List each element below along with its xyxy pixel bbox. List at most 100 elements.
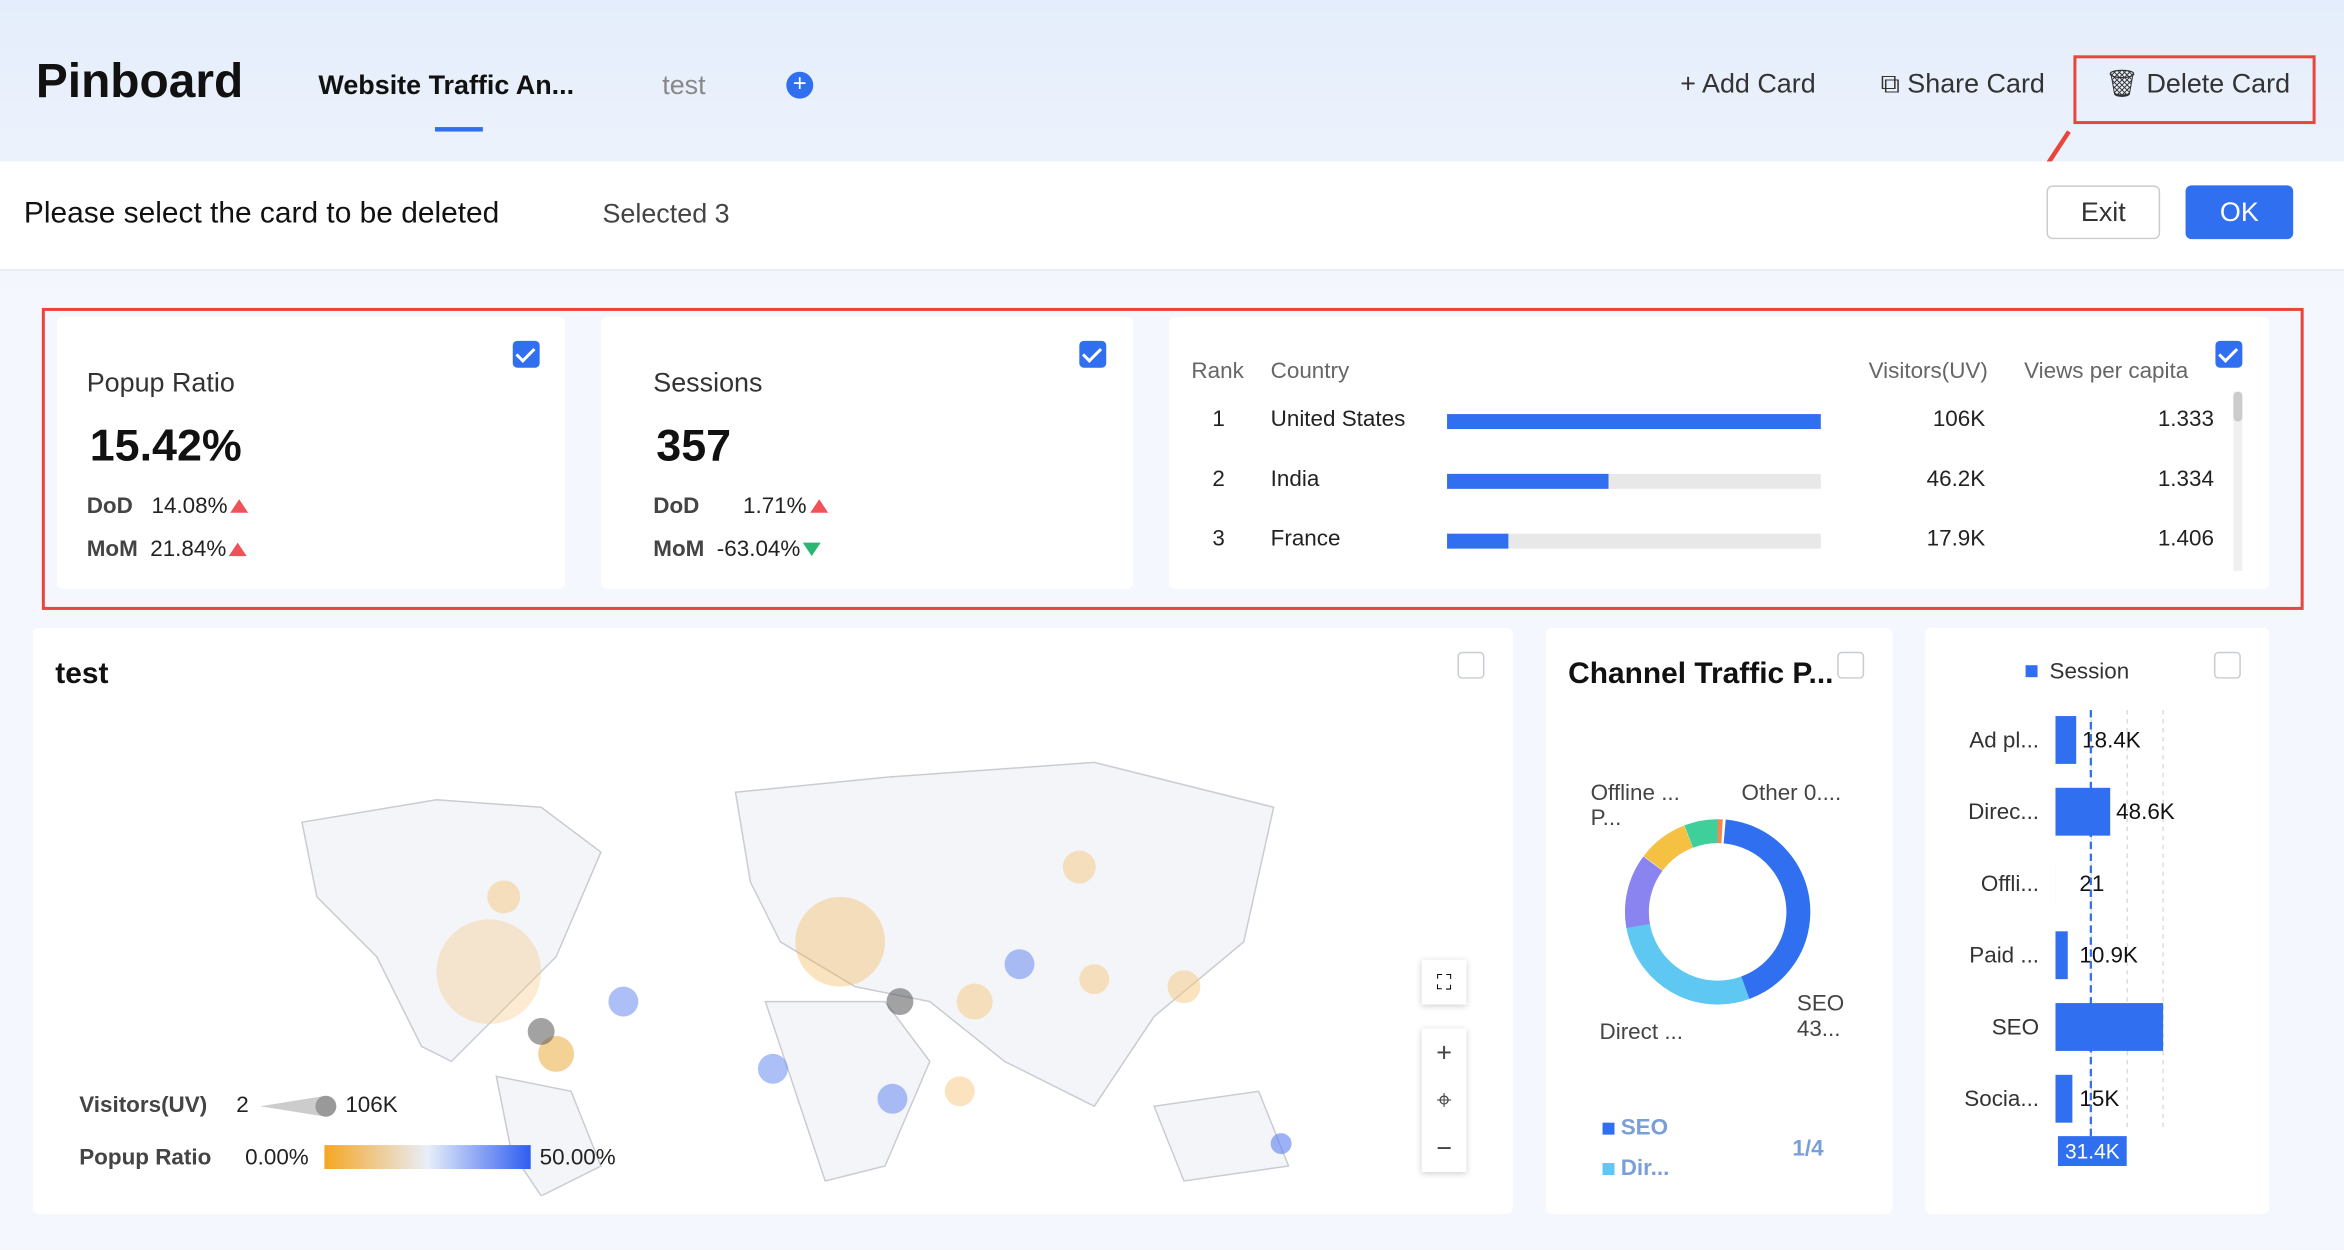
prompt: Please select the card to be deleted <box>23 197 500 231</box>
visitors: 17.9K <box>1926 526 1986 552</box>
scrollbar[interactable] <box>2233 391 2243 572</box>
checkbox[interactable] <box>2213 651 2241 679</box>
views-per-capita: 1.406 <box>2157 526 2214 552</box>
slice-label: Other 0.... <box>1741 780 1842 806</box>
visitors: 46.2K <box>1926 466 1986 492</box>
bar <box>1447 414 1821 430</box>
category-label: Direc... <box>1968 799 2039 824</box>
map-card: test ⛶ + ⌖ − Visitors(UV) 2 106K Popup Rat… <box>32 627 1513 1214</box>
rank: 2 <box>1212 466 1225 492</box>
tab[interactable]: test <box>662 70 706 101</box>
world-map <box>301 761 1292 1196</box>
share-card-button[interactable]: ⧉ Share Card <box>1880 68 2045 99</box>
donut-card: Channel Traffic P... Offline ... P... Oth… <box>1545 627 1893 1214</box>
checkbox[interactable] <box>1079 340 1107 368</box>
bar <box>2055 931 2068 980</box>
bar-track <box>1447 533 1821 549</box>
legend-min: 2 <box>236 1092 249 1119</box>
bar-track <box>1447 473 1821 489</box>
legend-item[interactable]: Dir... <box>1602 1156 1669 1181</box>
value-label: 15K <box>2079 1086 2119 1111</box>
delete-card-button[interactable]: 🗑 Delete Card <box>2104 68 2291 99</box>
metric-card: Popup Ratio 15.42% DoD 14.08% MoM 21.84% <box>56 316 566 589</box>
mom: MoM 21.84% <box>87 537 248 562</box>
size-legend <box>260 1095 337 1117</box>
color-legend <box>324 1145 531 1170</box>
column-header: Rank <box>1191 358 1244 385</box>
value-label: 95.6K <box>2181 1014 2240 1039</box>
bar <box>1447 533 1509 549</box>
highlight-box <box>2073 55 2316 125</box>
checkbox[interactable] <box>1837 651 1865 679</box>
slice-label: Direct ... <box>1599 1019 1684 1045</box>
rank: 1 <box>1212 406 1225 433</box>
bar <box>1447 473 1609 489</box>
legend-pager[interactable]: 1/4 <box>1792 1136 1824 1162</box>
bar <box>2055 1003 2164 1051</box>
mom: MoM -63.04% <box>653 536 822 563</box>
zoom-controls[interactable]: + ⌖ − <box>1421 1028 1467 1173</box>
legend-max: 50.00% <box>539 1145 616 1171</box>
category-label: SEO <box>1992 1014 2039 1039</box>
bar-track <box>1447 414 1821 430</box>
label: DoD <box>653 493 700 519</box>
value: 14.08% <box>151 493 228 519</box>
tab[interactable]: Website Traffic An... <box>318 70 575 101</box>
legend-label: Popup Ratio <box>79 1145 212 1171</box>
column-header: Country <box>1270 358 1350 385</box>
card-title: Sessions <box>653 367 763 398</box>
metric-value: 357 <box>656 421 732 471</box>
add-card-button[interactable]: + Add Card <box>1680 68 1816 99</box>
checkbox[interactable] <box>512 340 540 368</box>
average-label: 31.4K <box>2065 1141 2120 1164</box>
value-label: 10.9K <box>2079 943 2138 968</box>
donut <box>1624 819 1811 1005</box>
metric-value: 15.42% <box>89 421 242 471</box>
legend-label: Session <box>2050 659 2130 684</box>
fullscreen-button[interactable]: ⛶ <box>1421 959 1467 1005</box>
line: P... <box>1590 805 1622 832</box>
country: United States <box>1270 406 1406 433</box>
legend-item[interactable]: SEO <box>1602 1115 1668 1141</box>
value: -63.04% <box>716 536 801 563</box>
views-per-capita: 1.333 <box>2157 406 2214 433</box>
selection-bar <box>0 161 2344 271</box>
legend-label: Visitors(UV) <box>79 1092 208 1119</box>
slice-label: Offline ... P... <box>1591 780 1680 831</box>
legend-swatch <box>2025 665 2038 678</box>
line: 43... <box>1796 1016 1841 1042</box>
label: Delete Card <box>2146 68 2291 99</box>
highlight-box <box>41 307 2304 610</box>
card-title: Channel Traffic P... <box>1568 657 1834 691</box>
table-card: Rank Country Visitors(UV) Views per capi… <box>1169 316 2270 589</box>
card-title: test <box>55 657 109 691</box>
category-label: Paid ... <box>1969 943 2039 968</box>
line: Offline ... <box>1590 780 1680 806</box>
legend-min: 0.00% <box>245 1145 309 1171</box>
label: Share Card <box>1907 68 2045 99</box>
label: Add Card <box>1701 68 1816 99</box>
category-label: Ad pl... <box>1969 727 2039 752</box>
bar <box>2055 1074 2073 1123</box>
label: MoM <box>653 536 705 563</box>
rank: 3 <box>1212 526 1225 552</box>
visitors: 106K <box>1932 406 1986 433</box>
country: France <box>1270 526 1341 552</box>
category-label: Offli... <box>1981 871 2039 896</box>
line: SEO <box>1796 991 1845 1017</box>
slice-label: SEO 43... <box>1797 991 1844 1042</box>
selected-count: Selected 3 <box>602 198 730 229</box>
exit-button[interactable]: Exit <box>2046 185 2161 240</box>
country: India <box>1270 466 1320 492</box>
label: MoM <box>86 536 138 563</box>
add-tab-button[interactable]: + <box>786 71 814 99</box>
value: 21.84% <box>150 536 227 563</box>
legend-max: 106K <box>345 1092 398 1119</box>
ok-button[interactable]: OK <box>2185 185 2294 240</box>
checkbox[interactable] <box>1457 651 1485 679</box>
bar <box>2055 787 2111 836</box>
checkbox[interactable] <box>2215 340 2243 368</box>
